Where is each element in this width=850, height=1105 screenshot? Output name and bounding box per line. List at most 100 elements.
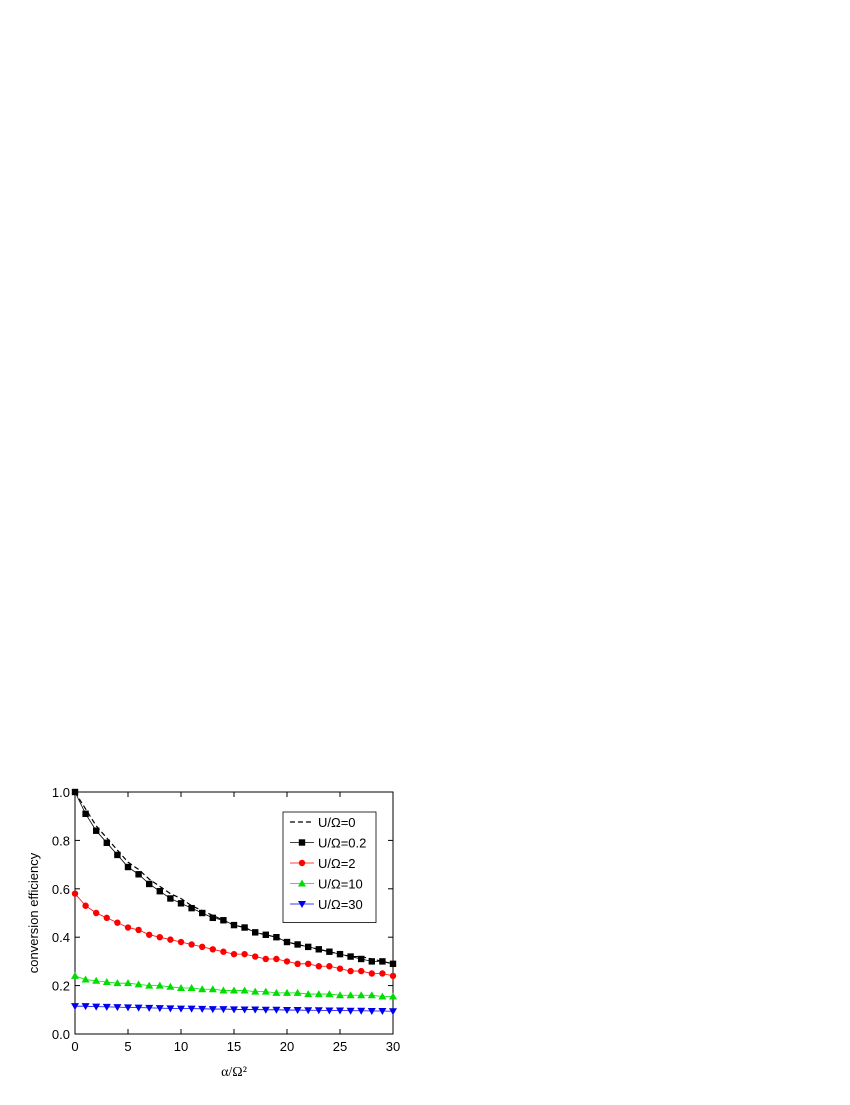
marker <box>389 960 397 968</box>
y-tick-label: 1.0 <box>52 785 70 800</box>
marker <box>273 934 280 941</box>
legend-marker <box>298 879 306 887</box>
marker <box>146 931 153 938</box>
marker <box>336 965 344 972</box>
marker <box>103 839 110 847</box>
marker <box>177 1005 185 1013</box>
marker <box>103 914 111 922</box>
marker <box>71 890 79 897</box>
marker <box>273 955 280 963</box>
x-tick-label: 30 <box>386 1039 400 1054</box>
marker <box>240 986 249 994</box>
marker <box>134 980 143 988</box>
marker <box>251 1006 260 1014</box>
marker <box>92 1003 101 1011</box>
marker <box>252 953 259 960</box>
y-tick-label: 0.0 <box>52 1027 70 1042</box>
marker <box>198 1005 207 1013</box>
marker <box>378 992 387 1000</box>
marker <box>93 909 100 917</box>
x-tick-label: 5 <box>124 1039 131 1054</box>
marker <box>166 1005 175 1013</box>
marker <box>314 1007 323 1015</box>
marker <box>220 948 227 955</box>
marker <box>241 924 248 931</box>
marker <box>252 929 259 936</box>
marker <box>304 1007 313 1015</box>
marker <box>261 987 270 995</box>
marker <box>92 976 101 984</box>
marker <box>241 950 248 958</box>
marker <box>82 810 89 817</box>
marker <box>283 1007 291 1015</box>
marker <box>346 1007 355 1015</box>
marker <box>389 972 397 980</box>
marker <box>155 981 164 989</box>
marker <box>325 990 334 998</box>
marker <box>177 900 185 907</box>
marker <box>240 1006 249 1014</box>
marker <box>336 1007 344 1015</box>
marker <box>113 979 122 987</box>
marker <box>209 946 216 953</box>
marker <box>283 958 291 965</box>
marker <box>124 863 132 871</box>
marker <box>358 967 365 975</box>
marker <box>187 984 196 992</box>
marker <box>188 941 195 948</box>
x-tick-label: 15 <box>227 1039 241 1054</box>
legend-label: U/Ω=10 <box>318 877 363 892</box>
marker <box>315 946 322 953</box>
marker <box>219 986 228 994</box>
marker <box>71 788 79 796</box>
marker <box>177 938 185 946</box>
marker <box>208 985 217 993</box>
marker <box>305 960 312 968</box>
marker <box>389 992 397 1000</box>
legend-marker <box>298 901 306 908</box>
legend-marker <box>298 839 306 846</box>
marker <box>113 1004 122 1012</box>
marker <box>378 1008 387 1016</box>
marker <box>135 871 142 878</box>
marker <box>146 880 153 888</box>
marker <box>314 990 323 998</box>
marker <box>230 950 238 958</box>
marker <box>82 902 89 909</box>
marker <box>81 1003 90 1011</box>
marker <box>347 953 354 960</box>
marker <box>336 991 344 999</box>
marker <box>124 924 132 931</box>
marker <box>293 988 302 996</box>
marker <box>315 963 322 970</box>
y-tick-label: 0.8 <box>52 833 70 848</box>
marker <box>261 1006 270 1014</box>
marker <box>326 963 333 970</box>
marker <box>145 1004 154 1012</box>
marker <box>135 926 142 934</box>
marker <box>262 931 269 938</box>
marker <box>294 941 301 948</box>
x-tick-label: 0 <box>71 1039 78 1054</box>
marker <box>389 1008 397 1016</box>
marker <box>358 955 365 963</box>
marker <box>346 991 355 999</box>
legend-label: U/Ω=2 <box>318 856 356 871</box>
marker <box>326 948 333 955</box>
marker <box>81 975 90 983</box>
y-tick-label: 0.4 <box>52 930 70 945</box>
marker <box>230 921 238 929</box>
marker <box>283 988 291 996</box>
marker <box>156 934 163 941</box>
legend-label: U/Ω=30 <box>318 897 363 912</box>
legend-marker <box>298 859 306 867</box>
marker <box>208 1006 217 1014</box>
legend-label: U/Ω=0.2 <box>318 836 366 851</box>
marker <box>177 984 185 992</box>
marker <box>368 970 375 977</box>
marker <box>114 851 121 859</box>
marker <box>199 943 206 951</box>
marker <box>357 1007 366 1015</box>
legend-label: U/Ω=0 <box>318 815 356 830</box>
